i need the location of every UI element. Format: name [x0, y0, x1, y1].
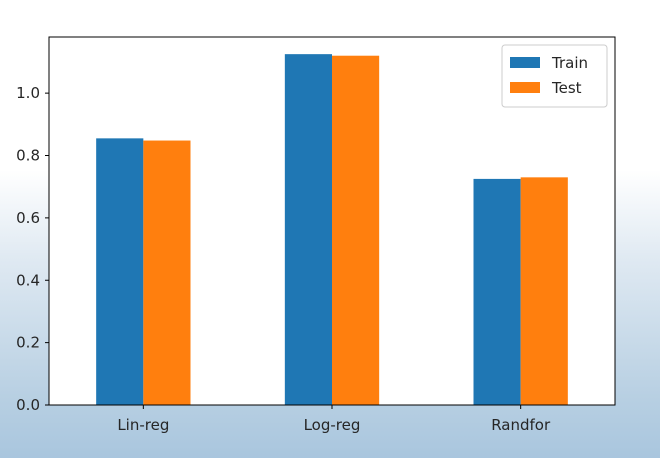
bar-train-randfor	[473, 178, 521, 405]
bar-test-lin-reg	[143, 140, 191, 405]
legend-swatch-test	[510, 82, 540, 93]
bar-train-lin-reg	[96, 138, 144, 405]
axis-ticks: Lin-reg Log-reg Randfor 0.0 0.2 0.4 0.6 0.8 1.0	[16, 84, 551, 434]
legend-label-test: Test	[551, 79, 582, 97]
x-tick-label: Randfor	[491, 416, 551, 434]
y-tick-label: 0.0	[16, 396, 40, 414]
legend: Train Test	[501, 44, 608, 108]
bar-test-log-reg	[332, 55, 380, 406]
y-tick-label: 0.2	[16, 334, 40, 352]
bar-test-randfor	[520, 177, 568, 405]
y-tick-label: 0.4	[16, 271, 40, 289]
y-tick-label: 0.6	[16, 209, 40, 227]
plot-frame	[48, 36, 616, 406]
y-tick-label: 1.0	[16, 84, 40, 102]
y-tick-label: 0.8	[16, 147, 40, 165]
legend-swatch-train	[510, 57, 540, 68]
x-tick-label: Log-reg	[304, 416, 361, 434]
x-tick-label: Lin-reg	[117, 416, 169, 434]
bars	[96, 54, 568, 406]
bar-train-log-reg	[284, 54, 332, 406]
legend-label-train: Train	[551, 54, 588, 72]
